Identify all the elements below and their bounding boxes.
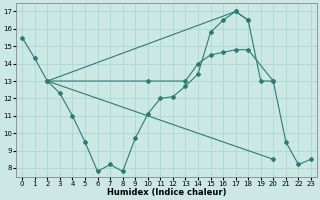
X-axis label: Humidex (Indice chaleur): Humidex (Indice chaleur)	[107, 188, 226, 197]
